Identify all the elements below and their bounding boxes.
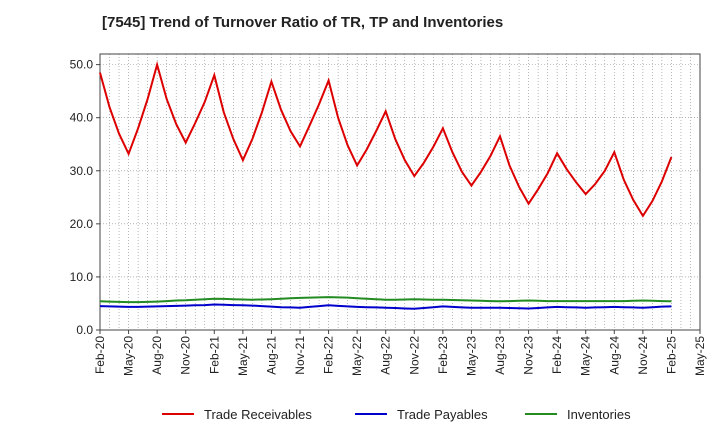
x-tick-label: Feb-25 xyxy=(664,336,678,374)
x-tick-label: May-20 xyxy=(122,336,136,376)
x-tick-label: Nov-24 xyxy=(636,336,650,375)
x-tick-label: May-24 xyxy=(579,336,593,376)
x-tick-label: Aug-22 xyxy=(379,336,393,375)
legend-label: Trade Payables xyxy=(397,407,488,422)
x-tick-label: Aug-24 xyxy=(607,336,621,375)
legend-label: Inventories xyxy=(567,407,631,422)
y-tick-label: 20.0 xyxy=(70,217,94,231)
legend-label: Trade Receivables xyxy=(204,407,312,422)
y-tick-label: 40.0 xyxy=(70,111,94,125)
y-tick-label: 50.0 xyxy=(70,58,94,72)
x-tick-label: Nov-20 xyxy=(179,336,193,375)
x-tick-label: Nov-23 xyxy=(522,336,536,375)
x-tick-label: Aug-21 xyxy=(264,336,278,375)
x-tick-label: Aug-20 xyxy=(150,336,164,375)
y-tick-label: 30.0 xyxy=(70,164,94,178)
x-tick-label: May-22 xyxy=(350,336,364,376)
x-tick-label: Feb-23 xyxy=(436,336,450,374)
chart-title: [7545] Trend of Turnover Ratio of TR, TP… xyxy=(102,14,504,31)
series-line-inventories xyxy=(99,296,672,304)
x-tick-label: Nov-21 xyxy=(293,336,307,375)
x-tick-label: Feb-24 xyxy=(550,336,564,374)
y-tick-label: 10.0 xyxy=(70,270,94,284)
x-tick-label: Feb-20 xyxy=(93,336,107,374)
series-line-trade-receivables xyxy=(99,60,673,218)
x-tick-label: Feb-22 xyxy=(322,336,336,374)
x-tick-label: May-25 xyxy=(693,336,707,376)
y-tick-label: 0.0 xyxy=(76,323,93,337)
series-line-trade-payables xyxy=(99,303,672,310)
plot-area xyxy=(100,54,700,330)
plot-border xyxy=(99,53,701,331)
x-tick-label: May-23 xyxy=(464,336,478,376)
x-tick-label: May-21 xyxy=(236,336,250,376)
x-tick-label: Feb-21 xyxy=(207,336,221,374)
x-tick-label: Aug-23 xyxy=(493,336,507,375)
x-tick-label: Nov-22 xyxy=(407,336,421,375)
